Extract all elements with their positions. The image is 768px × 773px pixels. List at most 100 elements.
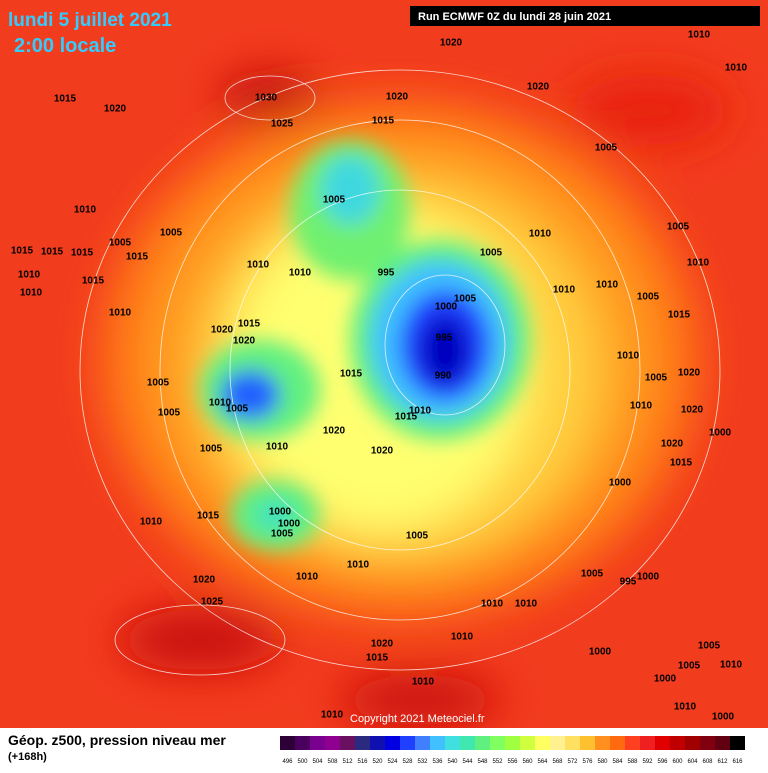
isobar-label: 1020	[371, 639, 394, 650]
colorbar-label: 544	[462, 759, 473, 765]
color-swatch	[565, 736, 580, 750]
color-swatch	[355, 736, 370, 750]
color-swatch	[415, 736, 430, 750]
isobar-label: 1005	[158, 408, 181, 419]
color-swatch	[325, 736, 340, 750]
isobar-label: 1010	[347, 560, 370, 571]
colorbar-label: 504	[312, 759, 323, 765]
colorbar-label: 560	[522, 759, 533, 765]
isobar-label: 1010	[74, 205, 97, 216]
colorbar-label: 576	[582, 759, 593, 765]
colorbar-label: 512	[342, 759, 353, 765]
isobar-label: 1020	[386, 92, 409, 103]
colorbar-label: 536	[432, 759, 443, 765]
colorbar-label: 552	[492, 759, 503, 765]
colorbar-label: 524	[387, 759, 398, 765]
colorbar-label: 604	[687, 759, 698, 765]
color-swatch	[505, 736, 520, 750]
color-swatch	[340, 736, 355, 750]
isobar-label: 1005	[160, 228, 183, 239]
isobar-label: 1010	[617, 351, 640, 362]
isobar-label: 1005	[480, 248, 503, 259]
color-swatch	[580, 736, 595, 750]
color-swatch	[280, 736, 295, 750]
isobar-label: 1010	[321, 710, 344, 721]
legend-subtitle: (+168h)	[8, 751, 47, 763]
color-swatch	[655, 736, 670, 750]
title-time: 2:00 locale	[14, 35, 116, 57]
isobar-label: 1010	[630, 401, 653, 412]
isobar-label: 1005	[109, 238, 132, 249]
colorbar-label: 572	[567, 759, 578, 765]
isobar-label: 1020	[193, 575, 216, 586]
isobar-label: 1015	[366, 653, 389, 664]
isobar-label: 1010	[18, 270, 41, 281]
isobar-label: 1010	[266, 442, 289, 453]
colorbar: 496 500 504 508 512 516 520 524 528 532 536 540 544 5…	[280, 736, 745, 765]
isobar-label: 1005	[678, 661, 701, 672]
isobar-label: 1010	[412, 677, 435, 688]
isobar-label: 1015	[82, 276, 105, 287]
color-swatch	[625, 736, 640, 750]
isobar-label: 1005	[454, 294, 477, 305]
colorbar-label: 516	[357, 759, 368, 765]
isobar-label: 1010	[687, 258, 710, 269]
color-swatch	[430, 736, 445, 750]
color-swatch	[610, 736, 625, 750]
colorbar-label: 500	[297, 759, 308, 765]
color-swatch	[385, 736, 400, 750]
isobar-label: 1005	[595, 143, 618, 154]
isobar-label: 1000	[589, 647, 612, 658]
isobar-label: 1015	[372, 116, 395, 127]
isobar-label: 1015	[71, 248, 94, 259]
isobar-label: 1005	[323, 195, 346, 206]
colorbar-label: 540	[447, 759, 458, 765]
isobar-label: 1005	[698, 641, 721, 652]
colorbar-label: 548	[477, 759, 488, 765]
isobar-label: 1000	[712, 712, 735, 723]
colorbar-label: 528	[402, 759, 413, 765]
color-swatch	[640, 736, 655, 750]
isobar-label: 1015	[41, 247, 64, 258]
isobar-label: 1010	[289, 268, 312, 279]
isobar-label: 995	[620, 577, 637, 588]
isobar-label: 1010	[247, 260, 270, 271]
color-swatch	[490, 736, 505, 750]
color-swatch	[460, 736, 475, 750]
color-swatch	[730, 736, 745, 750]
isobar-label: 1015	[126, 252, 149, 263]
isobar-label: 1020	[681, 405, 704, 416]
isobar-label: 1015	[54, 94, 77, 105]
color-swatch	[310, 736, 325, 750]
isobar-label: 995	[436, 333, 453, 344]
isobar-label: 1025	[201, 597, 224, 608]
isobar-label: 1005	[226, 404, 249, 415]
copyright: Copyright 2021 Meteociel.fr	[350, 713, 485, 725]
isobar-label: 1015	[668, 310, 691, 321]
isobar-label: 1010	[209, 398, 232, 409]
isobar-label: 1000	[269, 507, 292, 518]
run-info: Run ECMWF 0Z du lundi 28 juin 2021	[418, 11, 611, 23]
isobar-label: 1015	[340, 369, 363, 380]
isobar-label: 1015	[238, 319, 261, 330]
colorbar-label: 564	[537, 759, 548, 765]
colorbar-label: 556	[507, 759, 518, 765]
isobar-label: 1010	[529, 229, 552, 240]
isobar-label: 1000	[435, 302, 458, 313]
colorbar-label: 600	[672, 759, 683, 765]
isobar-label: 1010	[720, 660, 743, 671]
isobar-label: 1015	[11, 246, 34, 257]
isobar-label: 1020	[233, 336, 256, 347]
isobar-label: 1010	[20, 288, 43, 299]
isobar-label: 1020	[371, 446, 394, 457]
colorbar-label: 568	[552, 759, 563, 765]
isobar-label: 1030	[255, 93, 278, 104]
color-swatch	[445, 736, 460, 750]
isobar-label: 1015	[197, 511, 220, 522]
isobar-label: 1005	[147, 378, 170, 389]
color-swatch	[400, 736, 415, 750]
isobar-label: 1000	[637, 572, 660, 583]
colorbar-label: 580	[597, 759, 608, 765]
color-swatch	[475, 736, 490, 750]
